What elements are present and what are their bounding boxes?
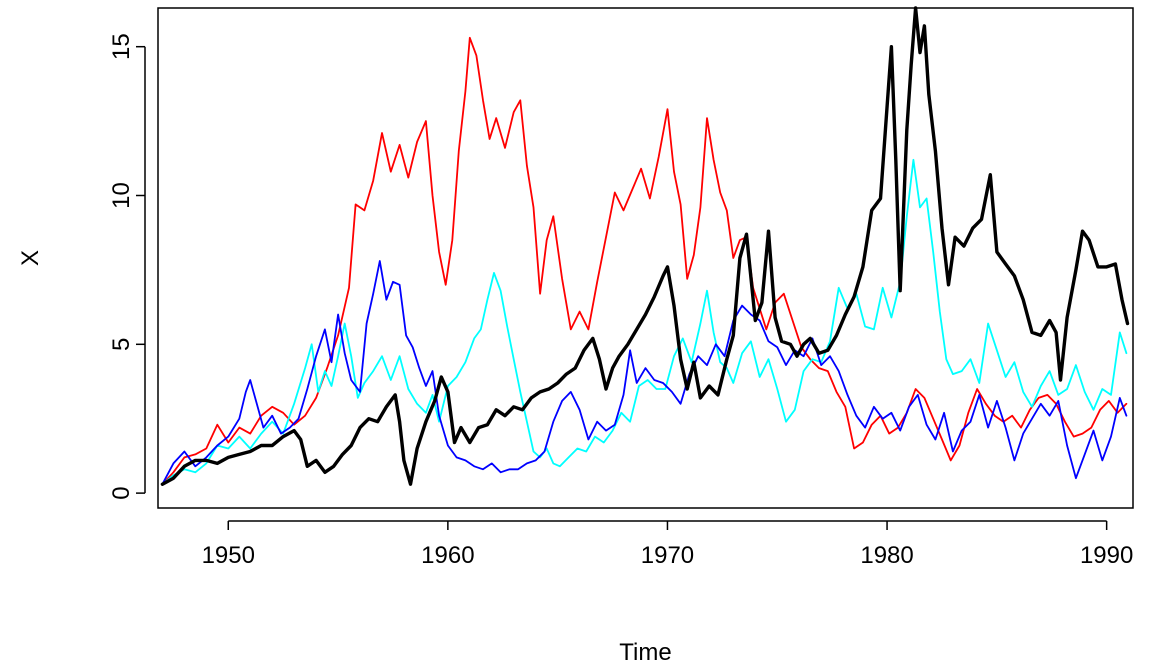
series-line-3 [161, 260, 1128, 486]
x-tick-label: 1990 [1080, 542, 1133, 569]
y-axis-label: X [17, 250, 44, 266]
y-tick-label: 5 [108, 338, 135, 351]
y-tick-label: 15 [108, 33, 135, 60]
x-axis: 1950 1960 1970 1980 1990 [202, 520, 1133, 569]
series-line-2 [161, 158, 1128, 486]
x-axis-label: Time [619, 639, 671, 666]
y-tick-label: 10 [108, 182, 135, 209]
series-layer [160, 6, 1130, 486]
x-tick-label: 1960 [421, 542, 474, 569]
plot-frame [157, 7, 1134, 509]
x-tick-label: 1980 [860, 542, 913, 569]
x-tick-label: 1950 [202, 542, 255, 569]
series-line-4 [160, 6, 1130, 486]
series-line-1 [161, 36, 1128, 486]
y-axis: 0 5 10 15 [108, 33, 146, 500]
x-tick-label: 1970 [641, 542, 694, 569]
y-tick-label: 0 [108, 486, 135, 499]
